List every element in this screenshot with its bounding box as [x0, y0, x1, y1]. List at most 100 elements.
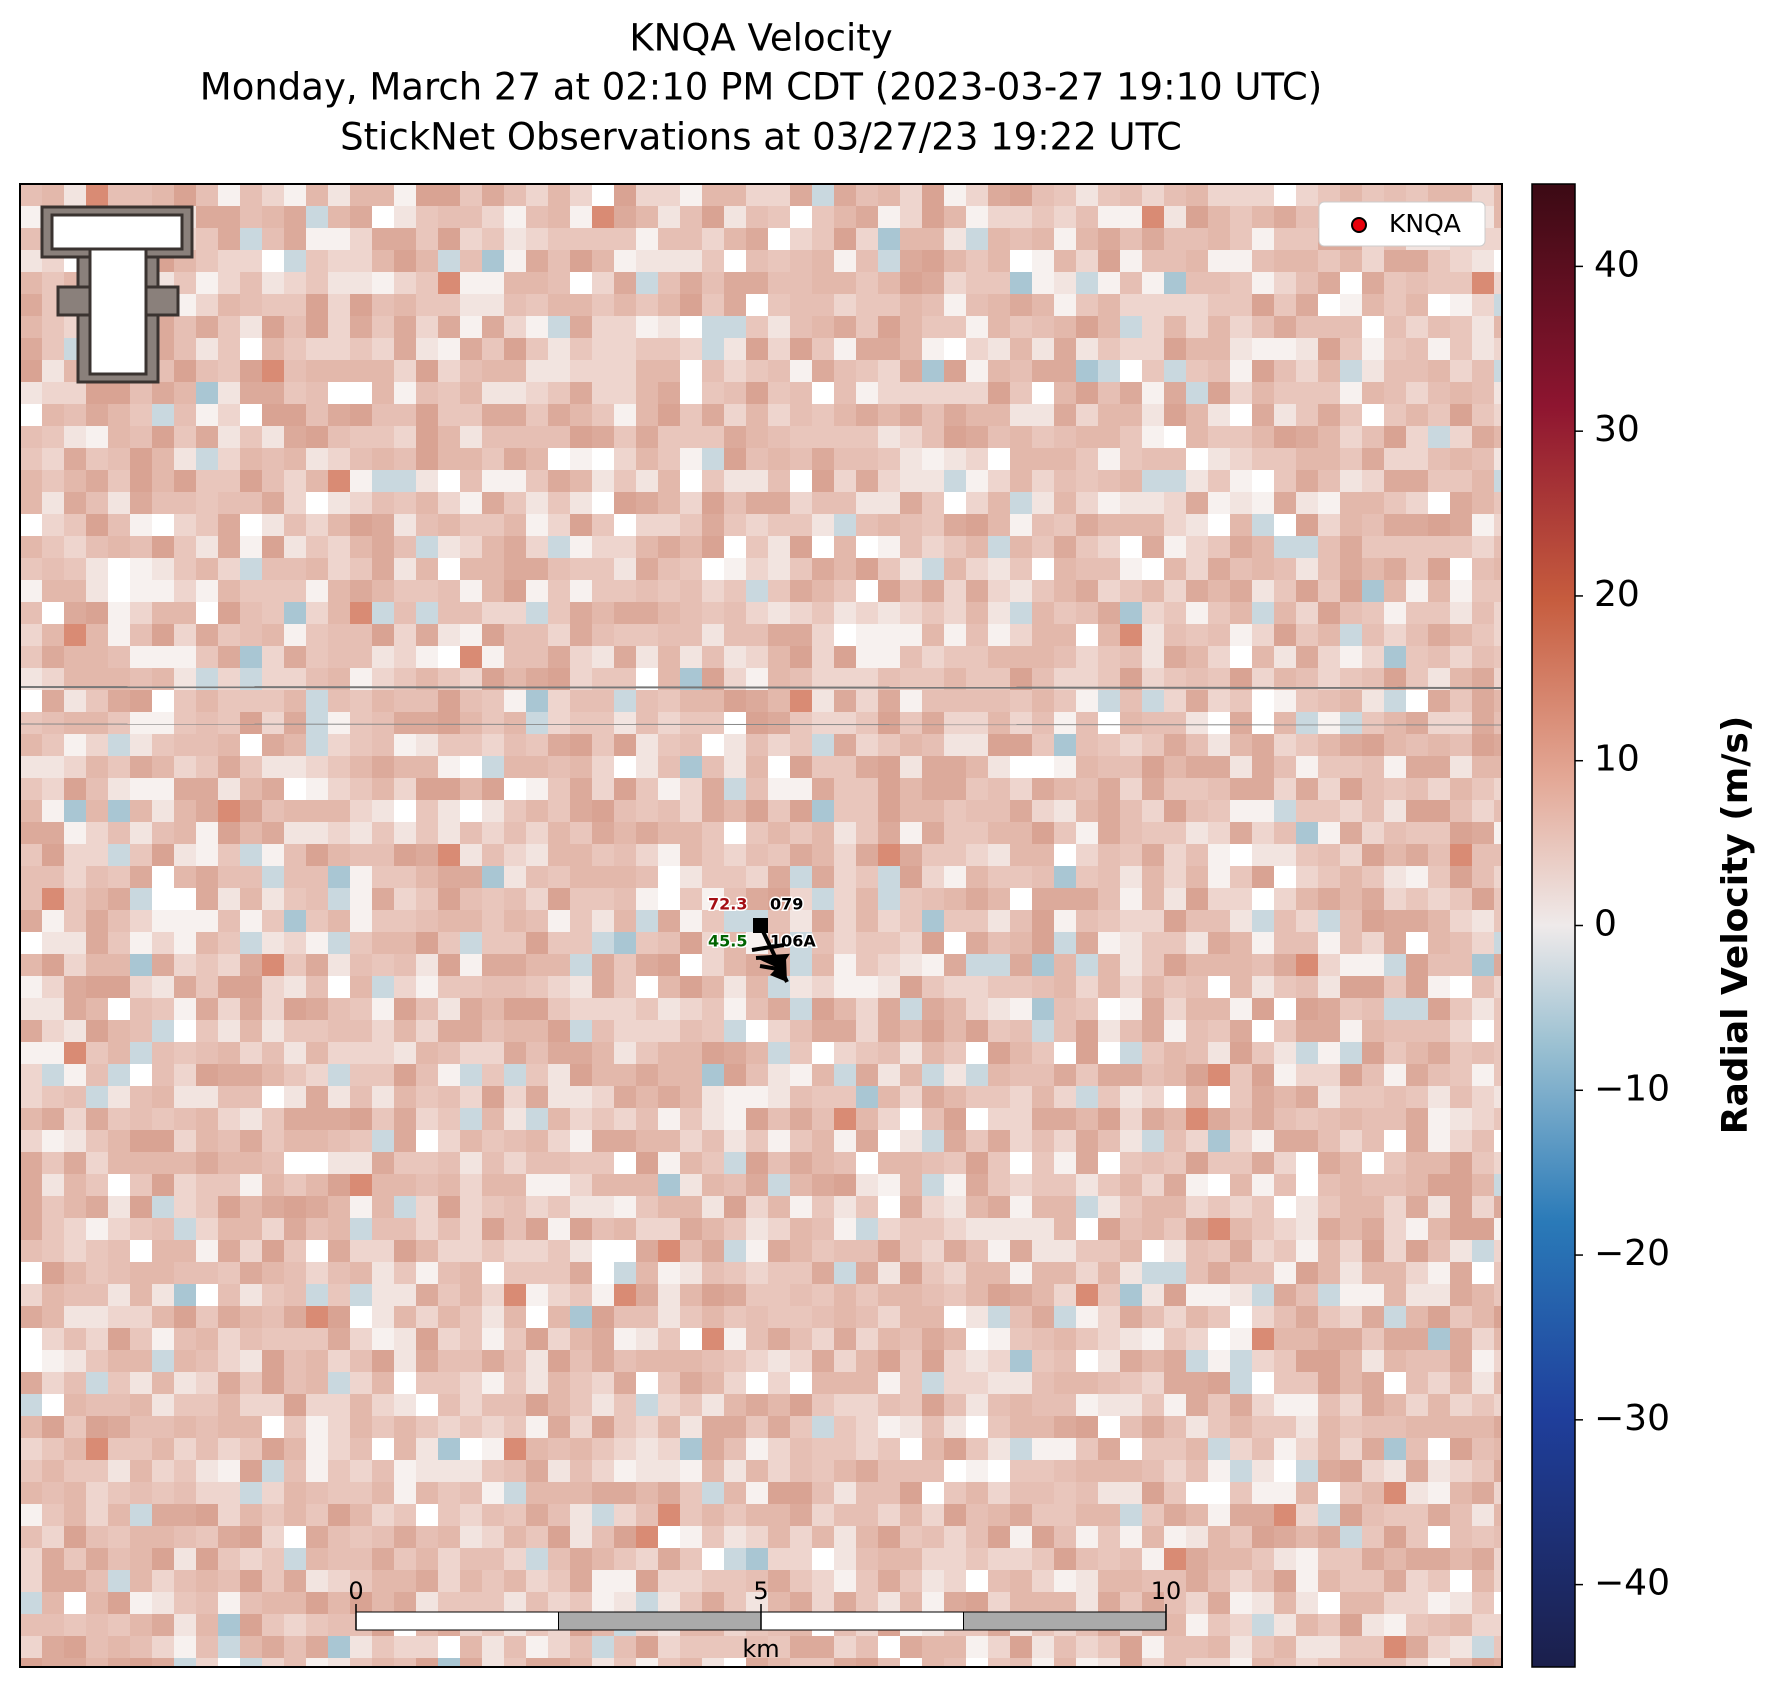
radar-cell [460, 316, 483, 339]
radar-cell [878, 382, 901, 405]
radar-cell [20, 1658, 43, 1667]
radar-cell [570, 800, 593, 823]
radar-cell [1384, 404, 1407, 427]
radar-cell [790, 360, 813, 383]
radar-cell [526, 1328, 549, 1351]
radar-cell [1054, 1130, 1077, 1153]
radar-cell [504, 932, 527, 955]
radar-cell [328, 1174, 351, 1197]
radar-cell [1098, 734, 1121, 757]
radar-cell [1120, 1482, 1143, 1505]
radar-cell [592, 404, 615, 427]
radar-cell [526, 778, 549, 801]
radar-cell [1384, 1020, 1407, 1043]
radar-cell [570, 1636, 593, 1659]
radar-cell [614, 976, 637, 999]
radar-cell [658, 382, 681, 405]
radar-cell [152, 624, 175, 647]
radar-cell [1010, 910, 1033, 933]
radar-cell [966, 668, 989, 691]
radar-cell [1230, 206, 1253, 229]
radar-cell [152, 1460, 175, 1483]
radar-cell [152, 1218, 175, 1241]
radar-cell [592, 184, 615, 207]
radar-cell [1296, 1570, 1319, 1593]
radar-cell [570, 1130, 593, 1153]
radar-cell [1164, 1042, 1187, 1065]
radar-cell [878, 272, 901, 295]
radar-cell [922, 184, 945, 207]
radar-cell [438, 206, 461, 229]
radar-cell [1494, 1020, 1502, 1043]
radar-cell [328, 1614, 351, 1637]
radar-cell [482, 338, 505, 361]
radar-cell [548, 1460, 571, 1483]
radar-cell [1450, 910, 1473, 933]
radar-cell [1010, 360, 1033, 383]
radar-cell [438, 1504, 461, 1527]
radar-cell [680, 668, 703, 691]
radar-cell [284, 1504, 307, 1527]
radar-cell [1186, 558, 1209, 581]
radar-cell [1186, 206, 1209, 229]
radar-cell [1076, 294, 1099, 317]
radar-cell [1098, 1372, 1121, 1395]
radar-cell [702, 1130, 725, 1153]
radar-cell [548, 976, 571, 999]
radar-cell [592, 316, 615, 339]
radar-cell [1318, 272, 1341, 295]
radar-cell [1230, 1482, 1253, 1505]
radar-cell [1450, 822, 1473, 845]
radar-cell [1142, 1020, 1165, 1043]
radar-cell [460, 558, 483, 581]
radar-cell [218, 1328, 241, 1351]
radar-cell [240, 1240, 263, 1263]
radar-cell [790, 1218, 813, 1241]
radar-cell [42, 1064, 65, 1087]
radar-cell [878, 1108, 901, 1131]
radar-cell [768, 1020, 791, 1043]
radar-cell [548, 448, 571, 471]
radar-cell [174, 1086, 197, 1109]
radar-cell [812, 1328, 835, 1351]
radar-cell [570, 756, 593, 779]
radar-cell [174, 184, 197, 207]
radar-cell [42, 1548, 65, 1571]
radar-cell [922, 558, 945, 581]
radar-cell [724, 712, 747, 735]
radar-cell [108, 1394, 131, 1417]
radar-cell [284, 1306, 307, 1329]
radar-cell [482, 976, 505, 999]
radar-cell [1428, 580, 1451, 603]
radar-cell [944, 338, 967, 361]
radar-cell [746, 1174, 769, 1197]
radar-cell [86, 1306, 109, 1329]
radar-cell [262, 1460, 285, 1483]
radar-cell [526, 1548, 549, 1571]
radar-cell [1406, 448, 1429, 471]
radar-cell [834, 1372, 857, 1395]
radar-cell [1384, 514, 1407, 537]
radar-cell [350, 426, 373, 449]
radar-cell [218, 1152, 241, 1175]
radar-cell [658, 1284, 681, 1307]
radar-cell [1428, 690, 1451, 713]
radar-cell [900, 1042, 923, 1065]
radar-cell [1362, 1548, 1385, 1571]
radar-cell [174, 646, 197, 669]
radar-cell [1472, 1350, 1495, 1373]
radar-cell [130, 1042, 153, 1065]
radar-cell [460, 1504, 483, 1527]
radar-cell [1362, 1086, 1385, 1109]
radar-cell [1186, 1306, 1209, 1329]
radar-cell [702, 756, 725, 779]
radar-cell [768, 1306, 791, 1329]
radar-cell [1252, 1592, 1275, 1615]
radar-cell [1186, 1416, 1209, 1439]
radar-cell [856, 1086, 879, 1109]
radar-cell [328, 382, 351, 405]
radar-cell [900, 778, 923, 801]
radar-cell [1164, 1438, 1187, 1461]
radar-cell [394, 1020, 417, 1043]
radar-cell [614, 558, 637, 581]
